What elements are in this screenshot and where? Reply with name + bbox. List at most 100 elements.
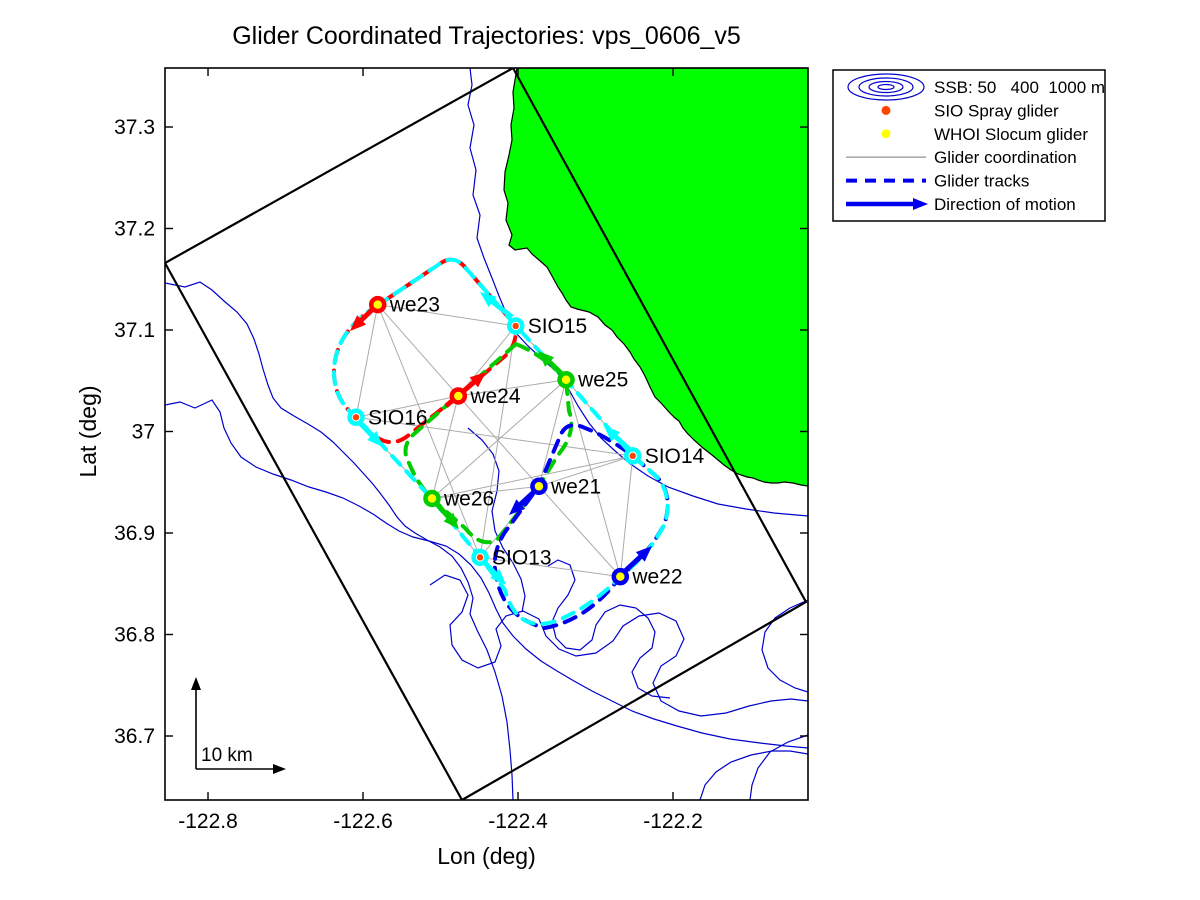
legend-label-0: SSB: 50 400 1000 m xyxy=(934,78,1105,97)
slocum-middle-track xyxy=(403,341,574,545)
direction-arrow-head xyxy=(490,568,506,585)
y-tick-label: 37.2 xyxy=(114,218,155,241)
direction-arrow-head xyxy=(367,430,383,447)
coordination-line-we21-we22 xyxy=(538,485,621,577)
legend-label-2: WHOI Slocum glider xyxy=(934,125,1088,144)
bathymetry-contour xyxy=(165,399,808,749)
y-tick-label: 37.1 xyxy=(114,319,155,342)
plot-frame xyxy=(164,67,809,801)
bathymetry-contour xyxy=(699,750,808,800)
ssb-contours-icon xyxy=(877,83,895,91)
legend-item-4: Glider tracks xyxy=(846,172,1029,191)
marker-label-we26: we26 xyxy=(443,487,494,510)
bathymetry-contour xyxy=(749,734,808,800)
coordination-line-we23-SIO16 xyxy=(355,304,379,418)
marker-label-we21: we21 xyxy=(550,475,601,498)
coordination-line-SIO16-SIO14 xyxy=(355,416,633,457)
coordination-line-we22-SIO13 xyxy=(479,556,621,578)
marker-label-we22: we22 xyxy=(631,566,682,589)
coordination-line-we24-we25 xyxy=(458,379,567,397)
y-tick-label: 36.7 xyxy=(114,725,155,748)
marker-label-SIO15: SIO15 xyxy=(528,315,588,338)
y-tick-label: 36.9 xyxy=(114,522,155,545)
bathymetry-contour xyxy=(547,559,671,699)
coordination-line-we22-SIO14 xyxy=(619,455,634,577)
x-tick-label: -122.2 xyxy=(643,810,703,833)
ssb-contours-icon xyxy=(868,80,904,94)
direction-arrow-head xyxy=(538,351,555,367)
direction-arrow-head xyxy=(273,764,286,774)
legend-label-5: Direction of motion xyxy=(934,195,1076,214)
marker-core-SIO14 xyxy=(629,452,636,460)
spray-dot-icon xyxy=(881,105,891,115)
marker-label-SIO13: SIO13 xyxy=(492,546,552,569)
marker-core-SIO15 xyxy=(512,322,519,330)
land-polygon xyxy=(503,68,808,487)
marker-core-SIO13 xyxy=(476,554,484,561)
direction-arrow-head xyxy=(191,677,201,690)
y-tick-label: 37 xyxy=(132,421,155,444)
scale-label: 10 km xyxy=(201,745,253,766)
coordination-line-we24-we26 xyxy=(431,395,459,499)
legend-item-5: Direction of motion xyxy=(846,195,1076,214)
legend-label-4: Glider tracks xyxy=(934,172,1029,191)
coordination-line-we25-we22 xyxy=(565,379,621,577)
legend-item-2: WHOI Slocum glider xyxy=(881,125,1088,144)
marker-we25 xyxy=(557,370,575,389)
marker-we21 xyxy=(530,477,548,496)
coordination-line-we21-SIO14 xyxy=(538,455,633,487)
x-tick-label: -122.4 xyxy=(488,810,548,833)
slocum-north-track xyxy=(331,257,519,445)
slocum-south-track xyxy=(492,423,670,631)
x-axis-label: Lon (deg) xyxy=(437,843,536,869)
legend-label-1: SIO Spray glider xyxy=(934,101,1059,120)
coordination-line-SIO15-SIO13 xyxy=(479,325,517,558)
direction-arrow-shaft xyxy=(487,296,514,319)
marker-we26 xyxy=(423,489,441,508)
legend-item-3: Glider coordination xyxy=(846,148,1077,167)
marker-we24 xyxy=(449,387,468,405)
figure-title: Glider Coordinated Trajectories: vps_060… xyxy=(232,22,741,50)
legend-item-1: SIO Spray glider xyxy=(881,101,1059,120)
coordination-line-we25-we26 xyxy=(431,379,567,499)
coordination-line-we24-SIO16 xyxy=(355,395,459,418)
ssb-contours-icon xyxy=(847,73,925,101)
bathymetry-contour xyxy=(761,599,808,693)
coordination-line-we24-we21 xyxy=(457,395,540,487)
coordination-line-we26-SIO14 xyxy=(431,455,633,499)
y-tick-label: 36.8 xyxy=(114,624,155,647)
marker-label-we23: we23 xyxy=(389,294,440,317)
marker-we22 xyxy=(611,567,630,586)
map-layers: we23 we24 we25 we26 we21 we22 SIO13 SIO14 SIO15 S… xyxy=(165,68,808,800)
direction-arrow-head xyxy=(480,292,497,307)
ssb-contours-icon xyxy=(858,77,914,97)
x-tick-label: -122.6 xyxy=(333,810,393,833)
coordination-line-we23-SIO15 xyxy=(377,304,516,327)
marker-label-SIO16: SIO16 xyxy=(368,406,428,429)
survey-box xyxy=(165,68,808,800)
bathymetry-contour xyxy=(165,281,514,800)
coordination-line-we25-we21 xyxy=(538,379,567,487)
direction-arrow-head xyxy=(350,315,367,331)
marker-label-we25: we25 xyxy=(577,369,628,392)
bathymetry-contour xyxy=(467,427,526,613)
direction-arrow-head xyxy=(604,426,621,442)
coordination-line-we23-SIO13 xyxy=(377,304,481,558)
marker-core-SIO16 xyxy=(352,414,360,421)
x-tick-label: -122.8 xyxy=(178,810,238,833)
y-axis-label: Lat (deg) xyxy=(75,385,101,478)
direction-arrow-head xyxy=(635,546,652,562)
direction-arrow-head xyxy=(913,198,928,210)
legend-label-3: Glider coordination xyxy=(934,148,1077,167)
coordination-line-we23-we24 xyxy=(377,304,459,397)
scale-bar: 10 km xyxy=(191,677,286,774)
coordination-line-we26-we21 xyxy=(431,485,539,499)
direction-arrow-head xyxy=(443,512,459,529)
slocum-dot-icon xyxy=(881,129,891,139)
direction-arrow-head xyxy=(509,499,526,515)
marker-label-we24: we24 xyxy=(469,385,521,408)
bathymetry-contour xyxy=(429,574,808,717)
y-tick-label: 37.3 xyxy=(114,116,155,139)
